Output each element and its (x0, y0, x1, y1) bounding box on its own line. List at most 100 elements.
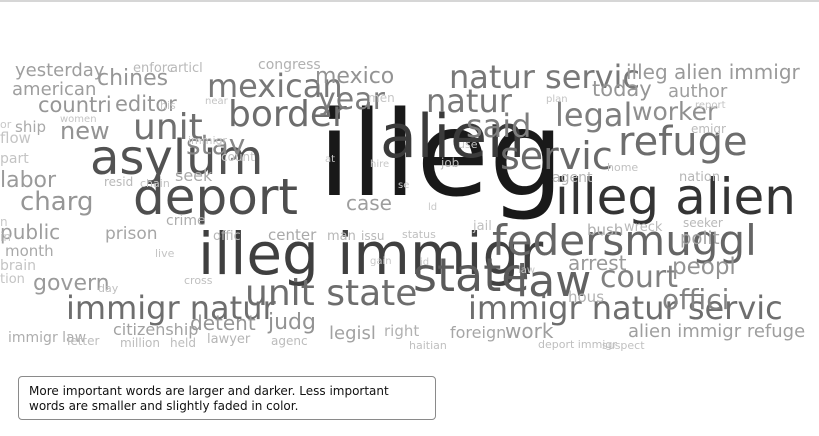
cloud-word: seek (175, 166, 213, 185)
cloud-word: court (600, 260, 678, 295)
cloud-word: unit state (245, 273, 418, 314)
cloud-word: status (402, 228, 436, 241)
cloud-word: foreign (450, 323, 507, 342)
cloud-word: govern (33, 271, 110, 296)
cloud-word: emigr (691, 122, 726, 136)
cloud-word: cross (184, 274, 213, 287)
cloud-word: law (518, 265, 536, 276)
cloud-word: nation (679, 170, 721, 185)
cloud-word: deport immigr (538, 338, 617, 351)
cloud-word: american (12, 79, 97, 100)
cloud-word: illeg alien immigr (626, 60, 800, 84)
cloud-word: brain (0, 258, 36, 274)
cloud-word: labor (0, 168, 57, 193)
cloud-word: worker (632, 97, 718, 126)
cloud-word: job (441, 156, 460, 170)
cloud-word: stay (186, 128, 246, 161)
cloud-word: agent (552, 170, 593, 186)
cloud-word: federsmuggl (492, 216, 757, 265)
cloud-word: articl (170, 61, 203, 76)
cloud-word: haitian (409, 339, 447, 352)
cloud-word: legisl (329, 323, 376, 344)
cloud-word: said (466, 107, 532, 145)
cloud-word: congress (258, 57, 321, 73)
cloud-word: natur servic (449, 58, 640, 96)
cloud-word: count (221, 150, 255, 164)
cloud-word: men (368, 91, 395, 105)
cloud-word: ship (15, 118, 47, 136)
cloud-word: work (505, 319, 554, 343)
cloud-word: hire (370, 159, 390, 170)
cloud-word: home (607, 161, 639, 174)
cloud-word: border (228, 94, 347, 135)
cloud-word: legal (555, 96, 633, 134)
cloud-word: chain (140, 177, 170, 190)
cloud-word: jail (473, 219, 492, 234)
cloud-word: yesterday (15, 60, 105, 81)
cloud-word: issu (361, 229, 385, 243)
cloud-word: gain (370, 256, 392, 267)
top-border (0, 0, 819, 2)
cloud-word: in (0, 230, 11, 244)
cloud-word: or (0, 118, 12, 131)
cloud-word: chines (97, 66, 169, 91)
cloud-word: flow (0, 129, 31, 147)
cloud-word: use (458, 138, 478, 151)
cloud-word: ld (428, 202, 438, 213)
cloud-word: offici (662, 283, 730, 316)
cloud-word: countri (38, 93, 112, 117)
cloud-word: judg (268, 310, 316, 335)
cloud-word: month (5, 242, 54, 260)
cloud-word: case (346, 191, 392, 215)
cloud-word: alien (380, 102, 526, 172)
cloud-word: unit (133, 107, 203, 148)
cloud-word: million (120, 336, 160, 350)
cloud-word: suspect (602, 339, 645, 352)
cloud-word: new (60, 117, 110, 145)
cloud-word: public (0, 220, 61, 244)
cloud-word: enforc (133, 61, 174, 76)
cloud-word: held (170, 336, 196, 350)
cloud-word: immigr (188, 134, 228, 147)
cloud-word: author (668, 81, 728, 102)
cloud-word: citizenship (113, 320, 199, 339)
cloud-word: illeg immigr (198, 220, 544, 288)
cloud-word: detent (190, 311, 256, 335)
cloud-word: plan (546, 94, 568, 105)
cloud-word: mexican (207, 67, 343, 105)
cloud-word: polit (680, 228, 720, 249)
cloud-word: editor (115, 92, 177, 116)
cloud-word: near (205, 96, 228, 107)
cloud-word: hous (568, 288, 605, 306)
cloud-word: law (516, 256, 592, 307)
cloud-word: report (695, 100, 726, 111)
cloud-word: arrest (568, 251, 627, 275)
cloud-word: today (592, 77, 652, 101)
cloud-word: lawyer (207, 332, 251, 347)
cloud-word: illeg alien (555, 168, 796, 226)
cloud-word: refuge (618, 119, 748, 165)
cloud-word: servic (500, 134, 613, 178)
cloud-word: immigr law (8, 330, 87, 346)
cloud-word: natur (426, 82, 512, 120)
cloud-word: prison (105, 224, 158, 244)
cloud-word: immigr natur servic (468, 289, 783, 327)
cloud-word: deport (133, 168, 298, 226)
cloud-word: asylum (90, 130, 264, 186)
cloud-word: right (384, 322, 420, 340)
cloud-word: charg (20, 187, 94, 217)
cloud-word: immigr natur (66, 289, 276, 327)
cloud-word: day (98, 282, 119, 295)
cloud-word: wreck (624, 220, 663, 235)
cloud-word: illeg (318, 85, 564, 223)
cloud-word: agenc (271, 334, 308, 348)
cloud-word: alien immigr refuge (628, 321, 806, 342)
cloud-word: at (325, 154, 336, 165)
word-cloud: illeg illeg alien alien illeg immigr deport a… (0, 57, 806, 352)
cloud-word: center (268, 226, 317, 244)
cloud-word: peopl (672, 254, 736, 280)
cloud-word: year (318, 82, 385, 117)
cloud-word: crime (166, 213, 206, 229)
cloud-word: se (398, 180, 410, 191)
cloud-word: seeker (683, 216, 723, 230)
